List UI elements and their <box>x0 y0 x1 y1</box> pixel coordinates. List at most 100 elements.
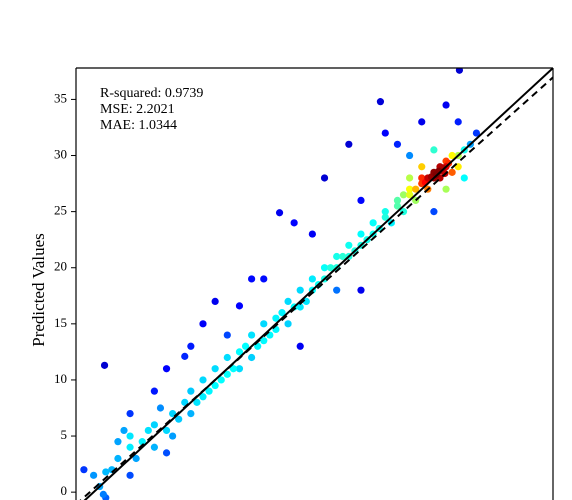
point <box>381 208 389 216</box>
point <box>205 387 213 395</box>
point <box>405 191 414 199</box>
point <box>211 297 219 305</box>
point <box>126 443 134 451</box>
point <box>187 342 195 350</box>
point <box>405 185 414 193</box>
point <box>345 241 353 249</box>
point <box>199 393 207 401</box>
point <box>150 421 158 429</box>
point <box>235 348 244 356</box>
y-axis-label: Predicted Values <box>29 233 48 346</box>
point <box>187 410 195 418</box>
point <box>393 202 402 210</box>
y-tick-label: 15 <box>54 315 67 330</box>
point <box>181 398 189 406</box>
point <box>327 264 335 272</box>
y-tick-label: 20 <box>54 259 67 274</box>
point <box>460 174 468 182</box>
y-tick-label: 5 <box>61 427 68 442</box>
y-tick-label: 30 <box>54 147 67 162</box>
point <box>114 454 122 463</box>
point <box>229 365 237 373</box>
point <box>126 410 134 418</box>
point <box>211 365 219 373</box>
point <box>260 337 268 345</box>
point <box>405 151 414 160</box>
annotation: MAE: 1.0344 <box>100 118 177 133</box>
y-tick-label: 25 <box>54 203 67 218</box>
point <box>284 297 292 305</box>
point <box>162 449 171 457</box>
point <box>162 426 171 435</box>
point <box>241 342 250 350</box>
point <box>223 353 231 362</box>
point <box>393 196 402 205</box>
point <box>357 196 365 205</box>
point <box>381 129 389 137</box>
point <box>448 151 456 160</box>
point <box>162 365 171 373</box>
point <box>442 185 450 193</box>
point <box>102 468 110 476</box>
point <box>235 365 244 373</box>
point <box>248 275 256 283</box>
point <box>132 454 140 463</box>
point <box>248 331 256 339</box>
point <box>381 213 389 221</box>
point <box>284 320 292 328</box>
point <box>393 140 402 148</box>
point <box>339 252 347 261</box>
point <box>412 185 420 193</box>
plot-area <box>79 68 553 500</box>
point <box>120 426 128 435</box>
point <box>80 466 88 474</box>
point <box>399 191 408 199</box>
point <box>405 174 414 182</box>
point <box>275 209 284 217</box>
point <box>320 264 329 272</box>
point <box>211 381 219 390</box>
point <box>181 352 189 360</box>
point <box>235 302 244 310</box>
point <box>193 398 201 406</box>
point <box>187 387 195 395</box>
point <box>357 230 365 238</box>
point <box>296 342 304 350</box>
point <box>376 98 385 106</box>
point <box>418 163 426 171</box>
y-tick-label: 0 <box>61 483 68 498</box>
point <box>278 309 286 317</box>
annotation: R-squared: 0.9739 <box>100 86 203 101</box>
point <box>150 387 158 395</box>
point <box>333 286 341 294</box>
point <box>99 490 107 498</box>
y-tick-label: 10 <box>54 371 67 386</box>
point <box>90 471 98 479</box>
point <box>454 118 462 126</box>
point <box>126 432 134 440</box>
point <box>448 168 456 176</box>
point <box>320 174 329 182</box>
point <box>175 415 183 423</box>
point <box>418 118 426 126</box>
point <box>472 129 481 137</box>
point <box>333 252 341 261</box>
point <box>138 438 146 446</box>
point <box>223 331 231 339</box>
point <box>223 370 231 378</box>
point <box>308 230 316 238</box>
point <box>260 275 268 283</box>
point <box>308 275 316 283</box>
point <box>430 208 438 216</box>
point <box>260 320 268 328</box>
point <box>290 219 298 227</box>
point <box>272 314 280 322</box>
fit-line <box>79 76 553 500</box>
point <box>248 353 256 362</box>
point <box>199 320 207 328</box>
point <box>369 219 377 227</box>
point <box>455 68 464 74</box>
point <box>199 376 207 384</box>
